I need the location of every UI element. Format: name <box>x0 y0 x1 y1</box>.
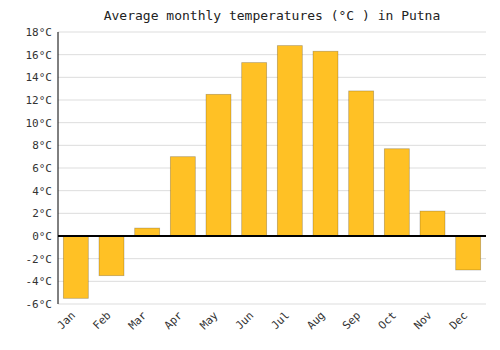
x-axis: Jan Feb Mar Apr May Jun Jul Aug Sep Oct Nov Dec <box>55 309 471 333</box>
bar <box>313 51 338 236</box>
bars <box>63 46 480 299</box>
y-tick-label: -2°C <box>26 253 53 266</box>
grid-line <box>58 122 486 123</box>
y-tick-label: 4°C <box>32 185 52 198</box>
y-tick-label: -4°C <box>26 275 53 288</box>
x-tick-label: Feb <box>90 309 113 332</box>
grid-line <box>58 190 486 191</box>
chart-container: Average monthly temperatures (°C ) in Pu… <box>0 0 500 350</box>
bar <box>99 236 124 276</box>
grid-line <box>58 145 486 146</box>
title: Average monthly temperatures (°C ) in Pu… <box>104 8 441 23</box>
y-tick-label: 0°C <box>32 230 52 243</box>
bar <box>170 157 195 236</box>
y-tick-label: 12°C <box>26 94 53 107</box>
bar <box>135 228 160 236</box>
bar <box>63 236 88 298</box>
x-tick-label: Aug <box>304 309 327 332</box>
grid-line <box>58 281 486 282</box>
chart: Average monthly temperatures (°C ) in Pu… <box>0 0 500 350</box>
x-tick-label: Oct <box>376 309 399 332</box>
x-tick-label: May <box>197 309 221 333</box>
y-tick-label: 6°C <box>32 162 52 175</box>
x-tick-label: Sep <box>340 309 363 332</box>
y-axis-line <box>58 32 59 304</box>
x-tick-label: Mar <box>126 309 150 333</box>
x-tick-label: Jul <box>269 309 292 332</box>
grid-line <box>58 54 486 55</box>
x-tick-label: Jun <box>233 309 256 332</box>
y-tick-label: 2°C <box>32 207 52 220</box>
grid-line <box>58 236 486 237</box>
bar <box>349 91 374 236</box>
bar <box>384 149 409 236</box>
grid-line <box>58 77 486 78</box>
x-tick-label: Jan <box>55 309 78 332</box>
grid-line <box>58 304 486 305</box>
y-axis: -6°C -4°C -2°C 0°C 2°C 4°C 6°C 8°C 10°C 12°C 14°C 1… <box>26 26 53 311</box>
zero-line <box>58 235 486 237</box>
x-tick-label: Dec <box>447 309 470 332</box>
x-tick-label: Nov <box>411 309 435 333</box>
y-tick-label: -6°C <box>26 298 53 311</box>
bar <box>242 63 267 236</box>
grid-line <box>58 32 486 33</box>
grid <box>58 32 486 304</box>
bar <box>420 211 445 236</box>
bar <box>206 94 231 236</box>
grid-line <box>58 100 486 101</box>
bar <box>456 236 481 270</box>
y-tick-label: 18°C <box>26 26 53 39</box>
y-tick-label: 16°C <box>26 49 53 62</box>
x-tick-label: Apr <box>162 309 186 333</box>
y-tick-label: 10°C <box>26 117 53 130</box>
y-tick-label: 14°C <box>26 71 53 84</box>
grid-line <box>58 168 486 169</box>
bar <box>277 46 302 236</box>
y-tick-label: 8°C <box>32 139 52 152</box>
